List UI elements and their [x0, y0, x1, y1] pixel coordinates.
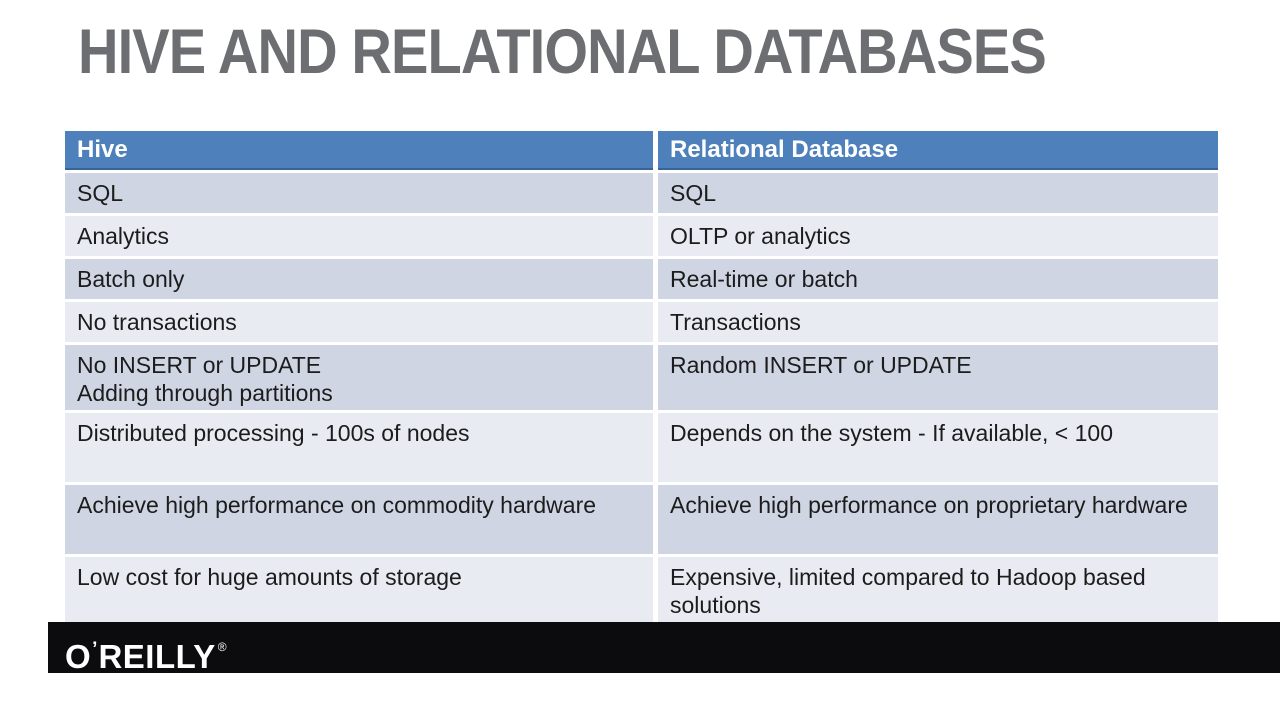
table-row: Achieve high performance on commodity ha… [65, 483, 1218, 557]
cell-hive: Achieve high performance on commodity ha… [65, 483, 658, 557]
column-header-relational-database: Relational Database [655, 131, 1218, 173]
table-row: SQL SQL [65, 171, 1218, 216]
table-row: Batch only Real-time or batch [65, 257, 1218, 302]
cell-relational-database: SQL [655, 171, 1218, 216]
slide-title: HIVE AND RELATIONAL DATABASES [78, 17, 1047, 87]
cell-hive: Low cost for huge amounts of storage [65, 555, 658, 629]
cell-hive: No transactions [65, 300, 658, 345]
table-row: Analytics OLTP or analytics [65, 214, 1218, 259]
oreilly-logo-o: O [65, 638, 92, 675]
table-row: No INSERT or UPDATE Adding through parti… [65, 343, 1218, 413]
cell-hive: SQL [65, 171, 658, 216]
cell-hive: Batch only [65, 257, 658, 302]
oreilly-logo-text: REILLY [98, 638, 216, 675]
table-row: No transactions Transactions [65, 300, 1218, 345]
cell-relational-database: Transactions [655, 300, 1218, 345]
cell-hive: Distributed processing - 100s of nodes [65, 411, 658, 485]
cell-relational-database: Real-time or batch [655, 257, 1218, 302]
cell-relational-database: Expensive, limited compared to Hadoop ba… [655, 555, 1218, 629]
cell-relational-database: OLTP or analytics [655, 214, 1218, 259]
oreilly-logo-apostrophe: ’ [92, 639, 98, 660]
cell-relational-database: Random INSERT or UPDATE [655, 343, 1218, 413]
cell-relational-database: Achieve high performance on proprietary … [655, 483, 1218, 557]
cell-hive: No INSERT or UPDATE Adding through parti… [65, 343, 658, 413]
footer-bar: O’REILLY ® [48, 622, 1280, 675]
cell-relational-database: Depends on the system - If available, < … [655, 411, 1218, 485]
oreilly-logo: O’REILLY ® [65, 622, 228, 675]
table-row: Distributed processing - 100s of nodes D… [65, 411, 1218, 485]
registered-trademark-icon: ® [217, 640, 228, 654]
comparison-table: Hive Relational Database SQL SQL Analyti… [65, 131, 1218, 629]
cell-hive: Analytics [65, 214, 658, 259]
column-header-hive: Hive [65, 131, 658, 173]
table-header-row: Hive Relational Database [65, 131, 1218, 173]
table-row: Low cost for huge amounts of storage Exp… [65, 555, 1218, 629]
